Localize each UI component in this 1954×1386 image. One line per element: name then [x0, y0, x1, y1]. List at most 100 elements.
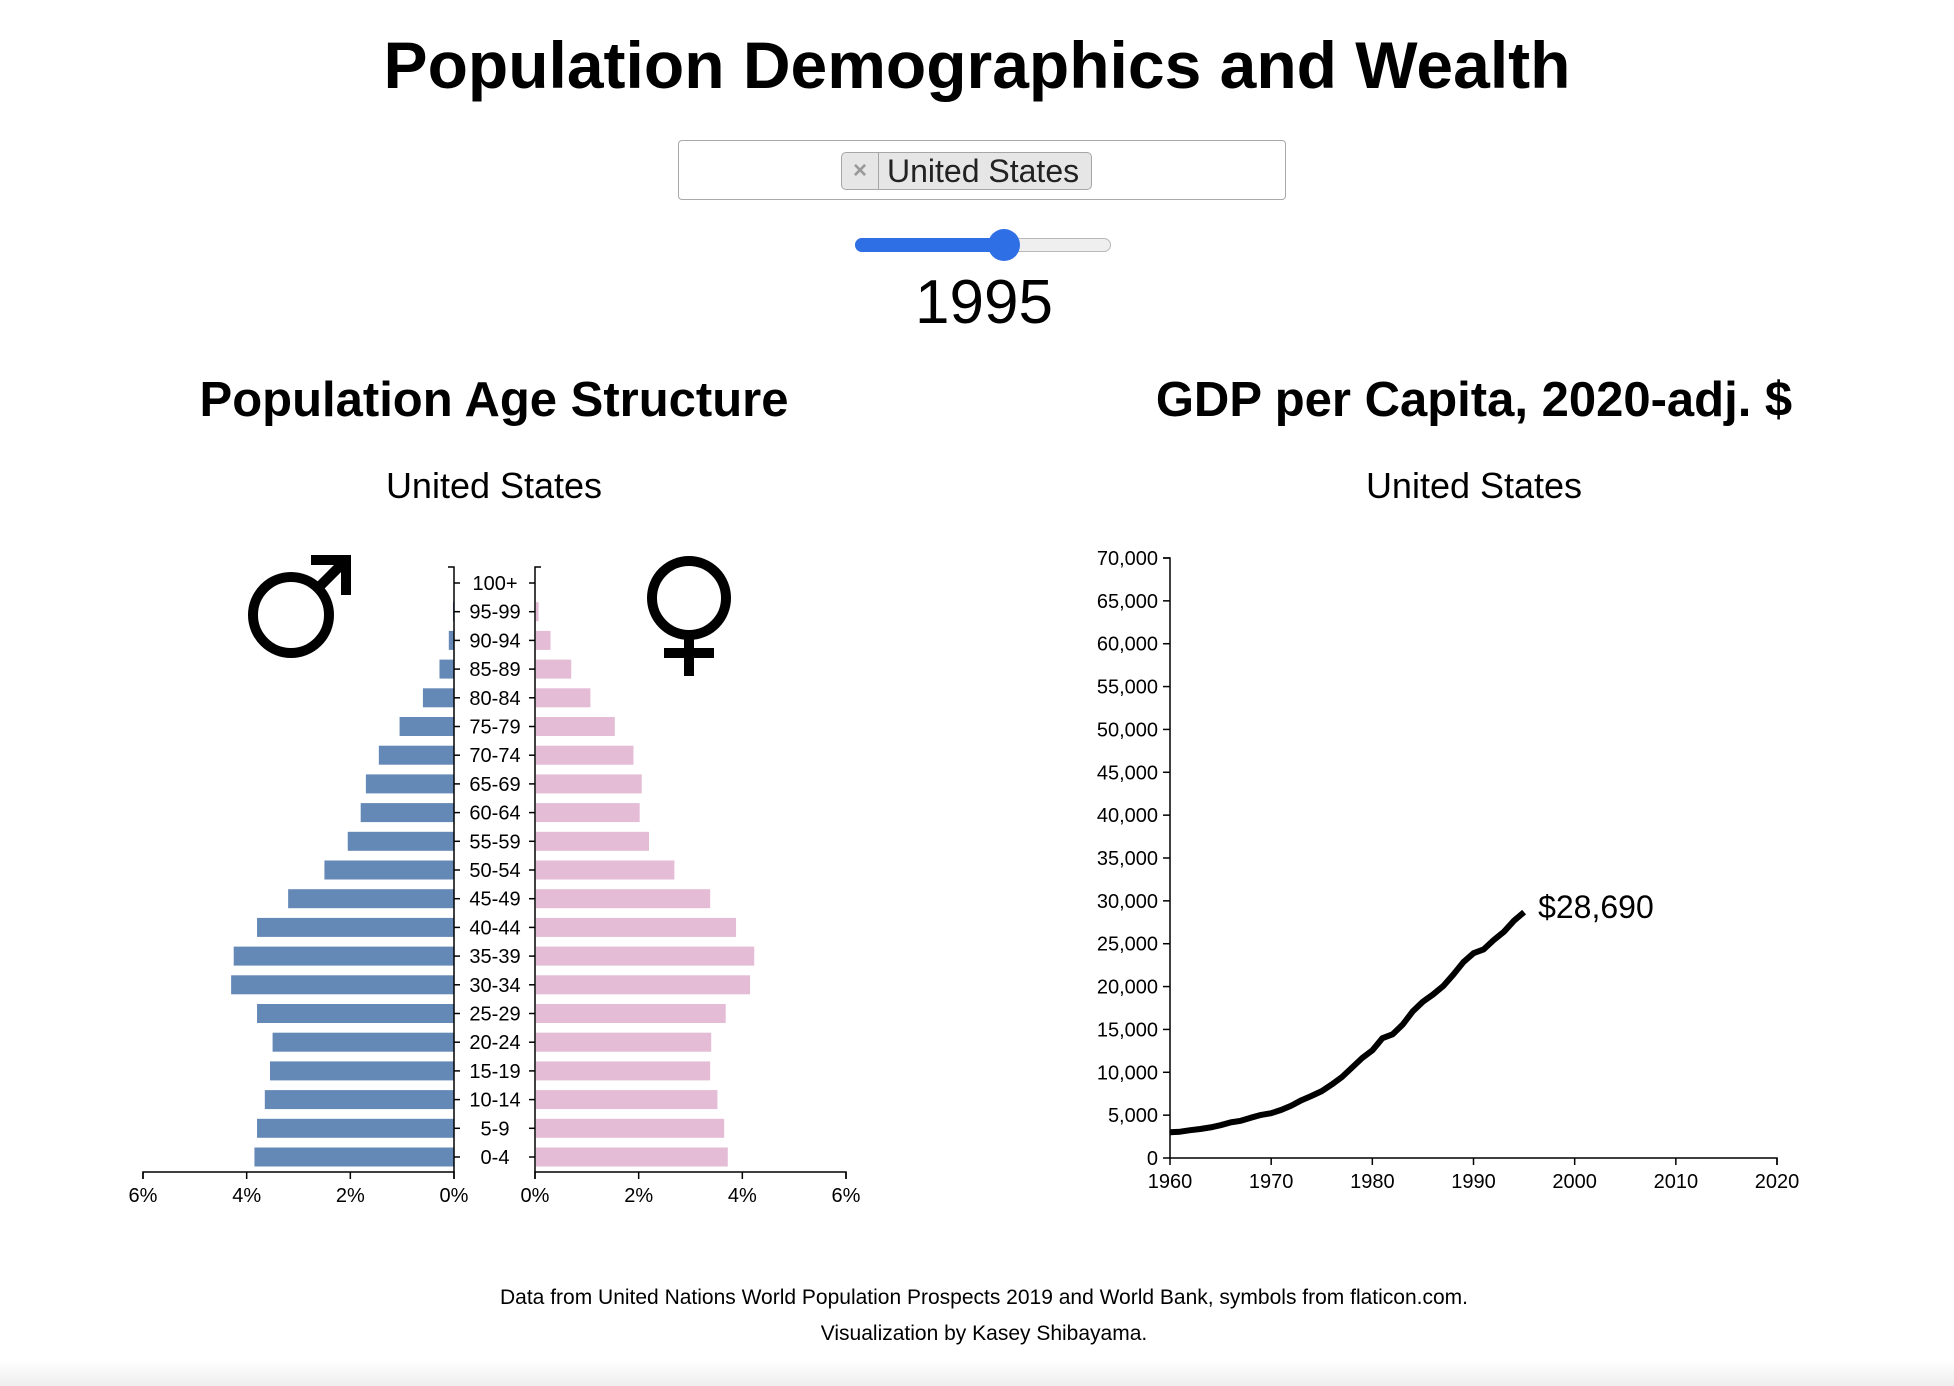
gdp-y-tick-label: 70,000	[1097, 548, 1158, 570]
remove-country-icon[interactable]: ×	[842, 153, 879, 189]
pyramid-country-label: United States	[385, 465, 603, 506]
age-group-label: 10-14	[469, 1090, 520, 1112]
gdp-x-tick-label: 2020	[1755, 1171, 1800, 1193]
male-bar-0-4	[254, 1147, 454, 1167]
age-group-label: 75-79	[469, 717, 520, 739]
footer-author: Visualization by Kasey Shibayama.	[820, 1322, 1148, 1345]
gdp-y-tick-label: 30,000	[1097, 891, 1158, 913]
male-bar-80-84	[422, 688, 454, 708]
gdp-x-tick-label: 1970	[1249, 1171, 1294, 1193]
male-x-tick-label: 2%	[336, 1185, 365, 1207]
female-bar-70-74	[536, 745, 634, 765]
country-chip-label: United States	[887, 153, 1080, 189]
female-x-tick-label: 4%	[728, 1185, 757, 1207]
gdp-x-tick-label: 2010	[1654, 1171, 1699, 1193]
male-bar-70-74	[378, 745, 454, 765]
gdp-y-tick-label: 55,000	[1097, 677, 1158, 699]
population-pyramid-chart: 0-4 5-9 10-14 15-19 20-24 25-29 30-34 35-39 40-4…	[129, 555, 861, 1207]
female-x-tick-label: 0%	[521, 1185, 550, 1207]
gdp-y-tick-label: 20,000	[1097, 977, 1158, 999]
age-group-label: 55-59	[469, 831, 520, 853]
page-title: Population Demographics and Wealth	[383, 28, 1571, 102]
slider-fill	[855, 238, 1005, 252]
male-bar-30-34	[231, 975, 454, 995]
gdp-end-label: $28,690	[1538, 889, 1654, 925]
female-bar-55-59	[536, 831, 649, 851]
gdp-x-tick-label: 2000	[1552, 1171, 1597, 1193]
female-bar-65-69	[536, 774, 642, 794]
female-symbol-icon	[647, 556, 731, 676]
male-bar-55-59	[347, 831, 454, 851]
male-bar-10-14	[264, 1090, 454, 1110]
gdp-y-tick-label: 10,000	[1097, 1062, 1158, 1084]
male-bar-5-9	[257, 1118, 454, 1138]
male-x-axis	[142, 1171, 455, 1179]
age-group-label: 40-44	[469, 917, 520, 939]
female-bar-25-29	[536, 1004, 726, 1023]
female-bar-0-4	[536, 1147, 728, 1167]
female-bar-85-89	[536, 659, 572, 679]
male-x-tick-label: 0%	[440, 1185, 469, 1207]
year-display: 1995	[915, 268, 1053, 337]
gdp-y-tick-label: 5,000	[1108, 1105, 1158, 1127]
male-bar-35-39	[233, 946, 454, 966]
gdp-x-tick-label: 1980	[1350, 1171, 1395, 1193]
age-group-label: 0-4	[481, 1147, 510, 1169]
age-group-label: 80-84	[469, 688, 520, 710]
bottom-shade	[0, 1360, 1954, 1386]
male-bar-15-19	[269, 1061, 454, 1081]
male-bar-75-79	[399, 717, 454, 736]
female-bar-60-64	[536, 803, 640, 823]
country-select[interactable]: × United States	[678, 140, 1286, 200]
gdp-country-label: United States	[1365, 465, 1583, 506]
age-group-label: 30-34	[469, 975, 520, 997]
female-age-axis	[534, 566, 541, 1172]
female-bar-35-39	[536, 946, 755, 966]
footer: Data from United Nations World Populatio…	[0, 1280, 1954, 1352]
gdp-line-chart: 0 5,000 10,000 15,000 20,000 25,000 30,000 35,0…	[1097, 548, 1800, 1193]
male-age-axis	[448, 566, 455, 1172]
gdp-y-tick-label: 25,000	[1097, 934, 1158, 956]
female-bar-45-49	[536, 889, 711, 909]
gdp-title: GDP per Capita, 2020-adj. $	[1155, 373, 1793, 427]
male-bar-25-29	[257, 1004, 454, 1023]
female-bar-5-9	[536, 1118, 725, 1138]
male-x-tick-label: 6%	[129, 1185, 158, 1207]
age-group-label: 85-89	[469, 659, 520, 681]
female-bar-50-54	[536, 860, 675, 880]
age-group-label: 60-64	[469, 803, 520, 825]
male-bar-45-49	[288, 889, 454, 909]
female-bar-30-34	[536, 975, 751, 995]
male-symbol-icon	[248, 555, 351, 658]
female-x-tick-label: 2%	[624, 1185, 653, 1207]
female-bar-75-79	[536, 717, 615, 736]
age-group-label: 90-94	[469, 630, 520, 652]
gdp-x-tick-label: 1990	[1451, 1171, 1496, 1193]
country-chip: × United States	[841, 152, 1093, 190]
age-group-label: 45-49	[469, 889, 520, 911]
slider-thumb[interactable]	[988, 229, 1021, 261]
age-group-label: 65-69	[469, 774, 520, 796]
age-group-label: 70-74	[469, 745, 520, 767]
age-group-label: 35-39	[469, 946, 520, 968]
female-x-axis	[534, 1171, 847, 1179]
gdp-axes-lines	[1163, 557, 1778, 1165]
age-group-label: 95-99	[469, 602, 520, 624]
gdp-y-tick-label: 60,000	[1097, 634, 1158, 656]
gdp-series-line	[1169, 909, 1527, 1136]
age-group-label: 20-24	[469, 1032, 520, 1054]
female-bar-10-14	[536, 1090, 718, 1110]
female-bar-15-19	[536, 1061, 711, 1081]
gdp-x-tick-label: 1960	[1148, 1171, 1193, 1193]
footer-credits: Data from United Nations World Populatio…	[500, 1286, 1468, 1309]
year-slider[interactable]	[855, 229, 1111, 261]
gdp-y-tick-label: 40,000	[1097, 805, 1158, 827]
age-group-label: 25-29	[469, 1004, 520, 1026]
male-bar-90-94	[448, 630, 454, 650]
male-bar-85-89	[439, 659, 454, 679]
female-x-tick-label: 6%	[832, 1185, 861, 1207]
age-group-label: 15-19	[469, 1061, 520, 1083]
gdp-y-tick-label: 35,000	[1097, 848, 1158, 870]
male-bar-40-44	[257, 917, 454, 937]
male-bar-60-64	[360, 803, 454, 823]
